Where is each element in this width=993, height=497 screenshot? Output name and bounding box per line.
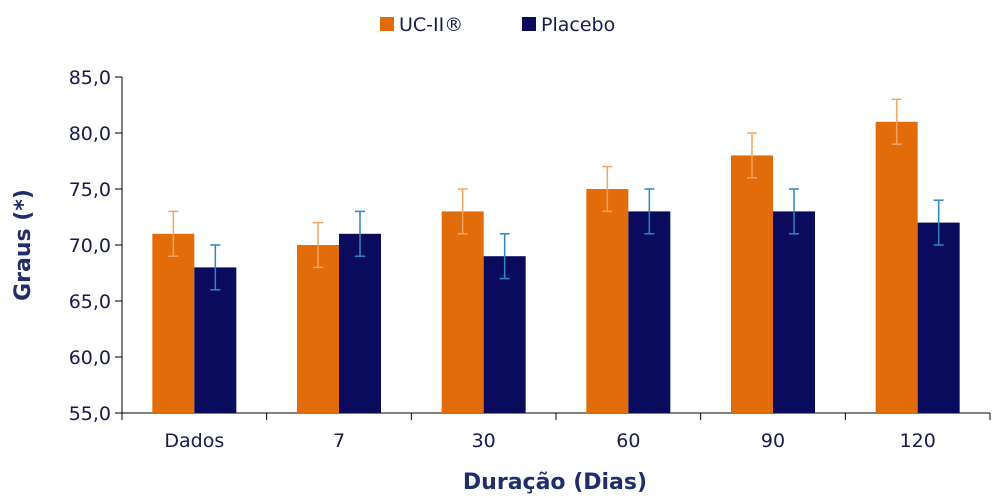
error-bar (210, 244, 221, 291)
bar-placebo (483, 256, 526, 413)
legend-label: Placebo (541, 14, 615, 36)
bar-uc-ii (297, 245, 339, 413)
bar-uc-ii (731, 155, 773, 413)
x-tick-label: 90 (761, 430, 785, 452)
y-tick-label: 80,0 (69, 123, 111, 145)
y-axis-title: Graus (*) (11, 189, 36, 301)
error-bar (602, 165, 613, 213)
error-bar (457, 188, 468, 235)
legend: UC-II® Placebo (380, 14, 615, 36)
bar-placebo (773, 211, 815, 413)
bar-placebo (194, 267, 237, 413)
y-tick-label: 85,0 (69, 67, 111, 89)
bar-uc-ii (152, 233, 195, 413)
error-bar (168, 210, 179, 257)
error-bar (644, 188, 655, 235)
error-bar (747, 132, 757, 179)
error-bar (891, 98, 902, 145)
y-tick-label: 60,0 (69, 347, 111, 369)
legend-swatch (522, 17, 536, 31)
bar-placebo (339, 233, 381, 413)
legend-swatch (380, 17, 394, 31)
error-bar (789, 188, 799, 235)
y-tick-label: 70,0 (69, 235, 111, 257)
x-tick-label: 60 (616, 430, 640, 452)
bar-uc-ii (586, 189, 629, 413)
x-axis-title: Duração (Dias) (463, 470, 647, 495)
error-bar (355, 210, 365, 257)
y-tick-label: 55,0 (69, 403, 111, 425)
error-bar (313, 221, 323, 269)
y-axis: 55,0 60,0 65,0 70,0 75,0 80,0 85,0 (69, 67, 123, 425)
x-axis: Dados 7 30 60 90 120 (121, 412, 991, 452)
bar-placebo (628, 211, 671, 413)
x-tick-label: Dados (164, 430, 224, 452)
y-tick-label: 65,0 (69, 291, 111, 313)
bar-uc-ii (875, 121, 918, 414)
x-tick-label: 7 (333, 430, 345, 452)
legend-label: UC-II® (399, 14, 463, 36)
x-tick-label: 30 (472, 430, 496, 452)
error-bar (499, 233, 510, 280)
bar-uc-ii (441, 211, 484, 413)
bars (152, 98, 960, 414)
y-tick-label: 75,0 (69, 179, 111, 201)
x-tick-label: 120 (900, 430, 936, 452)
bar-placebo (917, 222, 960, 413)
error-bar (933, 199, 944, 246)
